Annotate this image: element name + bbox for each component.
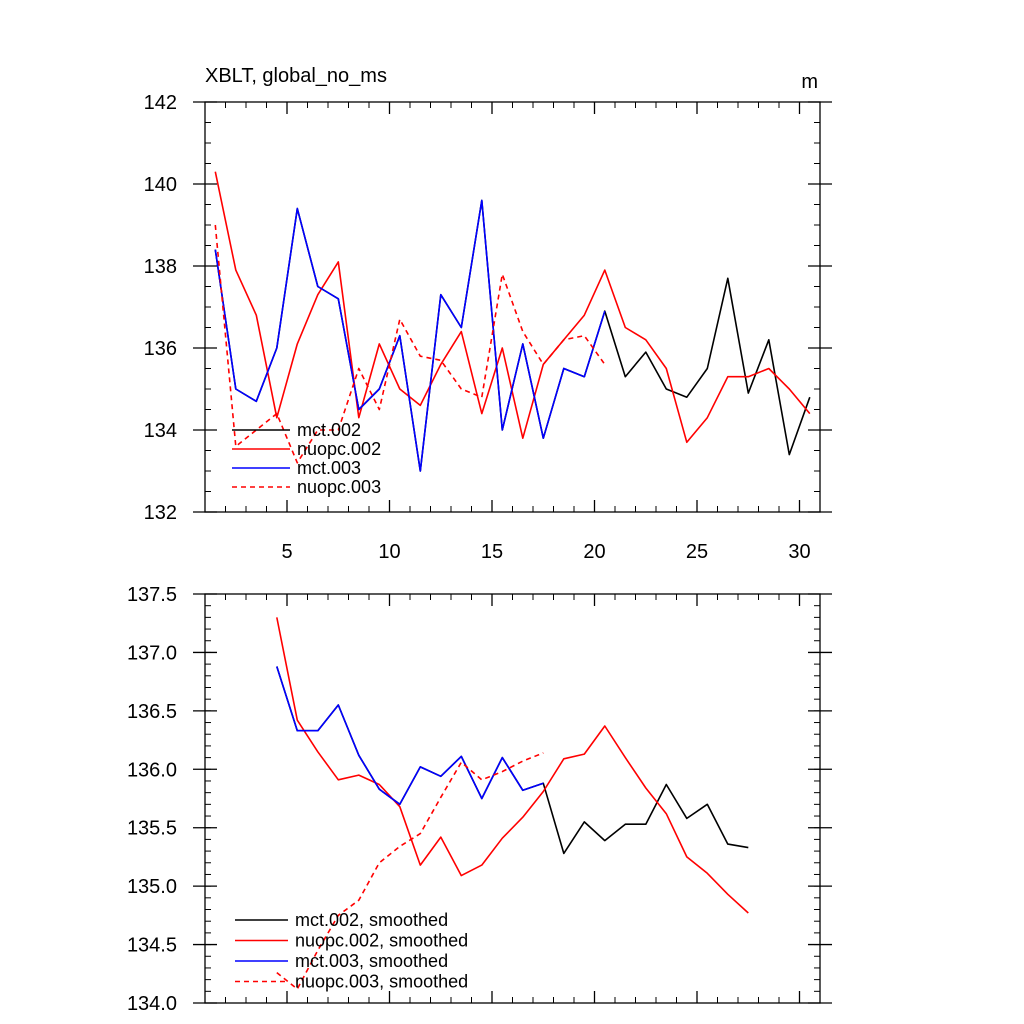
y-tick-label: 135.5 bbox=[127, 818, 177, 840]
y-tick-label: 134.5 bbox=[127, 935, 177, 957]
y-tick-label: 135.0 bbox=[127, 876, 177, 898]
chart-title: XBLT, global_no_ms bbox=[205, 65, 387, 87]
series-line-nuopc-002 bbox=[214, 171, 811, 444]
x-axis: 5 10 15 20 25 30 bbox=[281, 102, 811, 563]
series-line-nuopc-003 bbox=[214, 224, 606, 464]
y-tick-label: 142 bbox=[144, 92, 177, 114]
legend-label: mct.003, smoothed bbox=[295, 951, 448, 971]
legend-label: nuopc.002 bbox=[297, 439, 381, 459]
x-tick-label: 20 bbox=[583, 541, 605, 563]
x-tick-label: 10 bbox=[378, 541, 400, 563]
y-tick-label: 134 bbox=[144, 420, 177, 442]
series-lines bbox=[276, 617, 749, 990]
legend-label: nuopc.003, smoothed bbox=[295, 972, 468, 992]
legend-label: mct.002 bbox=[297, 420, 361, 440]
y-axis: 134.0 134.5 135.0 135.5 136.0 136.5 137.0 137.5 bbox=[127, 584, 832, 1015]
series-line-nuopc-002-smoothed bbox=[276, 617, 749, 914]
y-tick-label: 136 bbox=[144, 338, 177, 360]
x-minor-ticks bbox=[204, 594, 821, 1003]
bottom-chart-xblt-smoothed: 134.0 134.5 135.0 135.5 136.0 136.5 137.0 137.5… bbox=[127, 584, 832, 1015]
y-tick-label: 132 bbox=[144, 502, 177, 524]
y-tick-label: 134.0 bbox=[127, 993, 177, 1015]
y-tick-label: 136.5 bbox=[127, 701, 177, 723]
legend-label: nuopc.003 bbox=[297, 477, 381, 497]
legend-label: mct.003 bbox=[297, 458, 361, 478]
series-lines bbox=[214, 171, 811, 472]
units-label: m bbox=[801, 71, 818, 93]
top-chart-xblt: 5 10 15 20 25 30 132 134 136 138 140 142 XBLT, globa… bbox=[144, 65, 832, 563]
y-axis: 132 134 136 138 140 142 bbox=[144, 92, 832, 524]
y-tick-label: 138 bbox=[144, 256, 177, 278]
y-tick-label: 136.0 bbox=[127, 759, 177, 781]
y-tick-label: 137.0 bbox=[127, 642, 177, 664]
x-tick-label: 25 bbox=[686, 541, 708, 563]
legend-label: mct.002, smoothed bbox=[295, 910, 448, 930]
y-tick-label: 140 bbox=[144, 174, 177, 196]
x-axis bbox=[286, 594, 801, 1003]
x-tick-label: 15 bbox=[481, 541, 503, 563]
series-line-mct-003-smoothed bbox=[276, 666, 544, 806]
y-tick-label: 137.5 bbox=[127, 584, 177, 606]
series-line-mct-003 bbox=[214, 199, 606, 472]
legend-label: nuopc.002, smoothed bbox=[295, 931, 468, 951]
x-tick-label: 30 bbox=[788, 541, 810, 563]
series-line-nuopc-003-smoothed bbox=[276, 752, 544, 990]
x-tick-label: 5 bbox=[281, 541, 292, 563]
